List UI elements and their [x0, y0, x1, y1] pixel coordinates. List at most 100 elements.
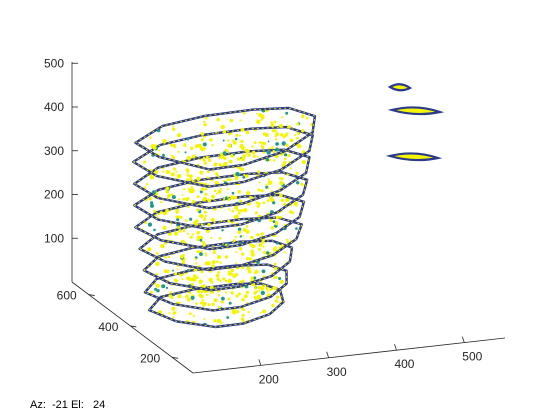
- speckle-point: [184, 145, 187, 148]
- speckle-point: [148, 229, 152, 233]
- speckle-point: [205, 155, 209, 159]
- speckle-point: [199, 213, 204, 219]
- speckle-point: [168, 149, 171, 152]
- speckle-point: [273, 266, 278, 271]
- speckle-point: [180, 155, 184, 159]
- speckle-point: [285, 180, 289, 183]
- speckle-point: [310, 108, 314, 111]
- speckle-point: [203, 218, 206, 221]
- speckle-point: [162, 170, 165, 173]
- speckle-point: [153, 209, 156, 213]
- speckle-point: [300, 229, 304, 234]
- speckle-point: [266, 163, 270, 167]
- speckle-point: [173, 167, 177, 171]
- speckle-point: [284, 133, 288, 137]
- speckle-point: [229, 272, 233, 276]
- speckle-point: [140, 258, 143, 262]
- speckle-point: [204, 252, 207, 255]
- speckle-point: [174, 272, 178, 276]
- speckle-point: [171, 195, 176, 200]
- speckle-point: [239, 199, 243, 203]
- speckle-point: [143, 279, 146, 283]
- speckle-point: [219, 187, 222, 190]
- speckle-point: [240, 167, 245, 172]
- x-tick-mark: [258, 359, 262, 366]
- speckle-point: [246, 184, 251, 187]
- speckle-point: [192, 194, 197, 198]
- speckle-point: [254, 211, 258, 215]
- speckle-point: [158, 140, 161, 143]
- speckle-point: [209, 138, 213, 142]
- speckle-point: [149, 180, 153, 184]
- speckle-point: [161, 181, 164, 184]
- speckle-point: [211, 144, 214, 147]
- speckle-point: [227, 219, 231, 223]
- speckle-point: [245, 229, 250, 234]
- speckle-point: [164, 251, 167, 254]
- speckle-point: [270, 318, 273, 321]
- x-tick-mark: [326, 351, 330, 358]
- speckle-point: [140, 192, 142, 195]
- speckle-point: [149, 161, 153, 165]
- speckle-point: [227, 297, 231, 301]
- speckle-point: [283, 153, 288, 157]
- speckle-point: [168, 193, 171, 197]
- speckle-point: [250, 252, 255, 257]
- speckle-point: [246, 257, 250, 261]
- speckle-point: [277, 314, 281, 317]
- speckle-point: [301, 114, 305, 119]
- speckle-point: [218, 156, 221, 159]
- speckle-point: [213, 221, 216, 224]
- island-outline: [385, 152, 443, 162]
- speckle-point: [237, 157, 241, 161]
- speckle-point: [226, 150, 229, 153]
- speckle-point: [252, 155, 256, 158]
- speckle-point: [262, 245, 265, 248]
- speckle-point: [237, 209, 240, 212]
- speckle-point: [170, 193, 173, 196]
- speckle-point: [157, 306, 162, 310]
- speckle-point: [262, 132, 267, 136]
- speckle-point: [241, 298, 245, 302]
- speckle-point: [286, 173, 289, 176]
- speckle-point: [222, 130, 227, 134]
- speckle-point: [251, 244, 256, 249]
- speckle-point: [294, 134, 296, 137]
- slice-speckle: [135, 108, 315, 170]
- speckle-point: [167, 255, 171, 259]
- speckle-point: [182, 197, 186, 201]
- speckle-point: [271, 129, 276, 133]
- speckle-point: [286, 284, 291, 289]
- speckle-point: [250, 276, 254, 280]
- speckle-point: [300, 182, 304, 186]
- speckle-point: [167, 118, 171, 123]
- speckle-point: [195, 302, 198, 305]
- speckle-point: [207, 222, 212, 227]
- speckle-point: [207, 198, 212, 203]
- speckle-point: [211, 260, 216, 265]
- speckle-point: [223, 161, 228, 167]
- speckle-point: [306, 194, 309, 197]
- speckle-point: [190, 295, 195, 300]
- speckle-point: [178, 174, 182, 178]
- speckle-point: [171, 306, 176, 311]
- speckle-point: [275, 147, 280, 152]
- speckle-point: [239, 209, 244, 213]
- speckle-point: [243, 208, 248, 213]
- speckle-point: [169, 143, 173, 147]
- speckle-point: [195, 262, 198, 265]
- speckle-point: [165, 186, 170, 191]
- speckle-point: [232, 139, 235, 142]
- speckle-point: [173, 146, 177, 149]
- speckle-point: [177, 150, 180, 153]
- speckle-point: [165, 248, 171, 253]
- speckle-point: [191, 199, 196, 204]
- speckle-point: [296, 250, 301, 255]
- slice-outline: [142, 239, 294, 292]
- speckle-point: [242, 154, 246, 158]
- speckle-point: [153, 323, 156, 326]
- speckle-point: [186, 174, 190, 177]
- speckle-point: [153, 228, 156, 232]
- x-tick-label: 300: [327, 365, 347, 379]
- speckle-point: [278, 277, 282, 280]
